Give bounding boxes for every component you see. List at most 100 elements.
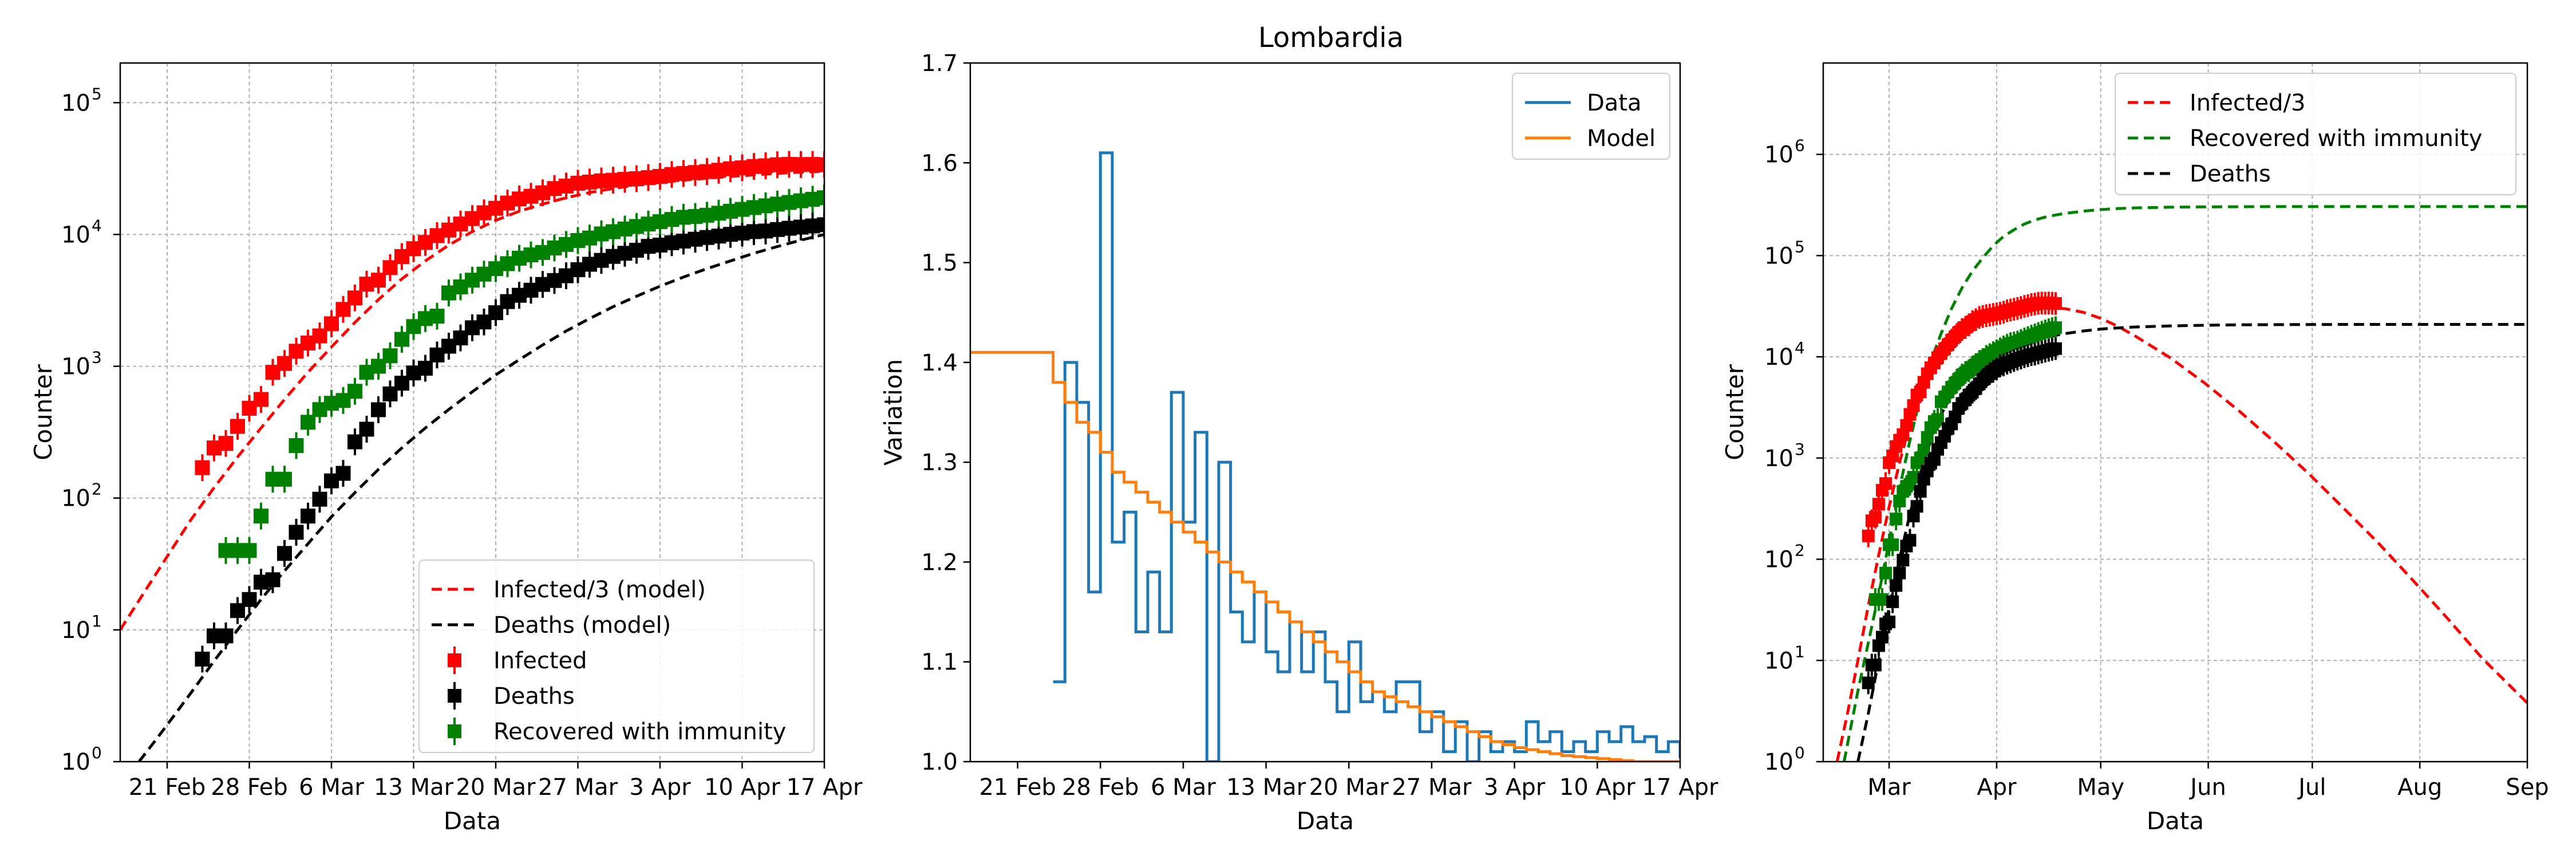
series-infected-point	[2049, 297, 2062, 310]
plot-area	[120, 151, 844, 762]
series-deaths-point	[829, 216, 844, 231]
y-tick-exponent: 5	[92, 84, 102, 103]
plot-area	[1835, 205, 2527, 762]
x-tick-label: Aug	[2397, 774, 2442, 801]
series-deaths-point	[1883, 616, 1896, 629]
y-tick-exponent: 3	[1795, 440, 1805, 459]
x-tick-label: Jun	[2188, 774, 2226, 801]
series-infected-point	[1879, 477, 1893, 490]
y-tick-label: 10	[61, 617, 90, 644]
axes-frame	[969, 62, 1681, 763]
x-tick-label: 10 Apr	[704, 774, 780, 801]
legend-label: Recovered with immunity	[493, 719, 786, 745]
y-tick-label: 10	[61, 90, 90, 116]
series-deaths-point	[2049, 342, 2062, 355]
series-deaths-point	[335, 466, 351, 481]
series-recovered-with-immunity-point	[1907, 471, 1920, 484]
y-tick-label: 10	[61, 354, 90, 380]
legend-label: Infected/3	[2190, 90, 2305, 116]
x-axis-label: Data	[1297, 807, 1354, 835]
y-tick-label: 10	[1764, 749, 1793, 775]
series-deaths-point	[289, 525, 304, 540]
y-tick-label: 1.7	[921, 50, 958, 77]
series-deaths-point	[347, 434, 362, 450]
y-tick-label: 10	[1764, 243, 1793, 269]
y-tick-label: 10	[1764, 648, 1793, 674]
y-tick-exponent: 4	[1795, 338, 1805, 357]
x-tick-label: 3 Apr	[1484, 774, 1546, 801]
x-tick-label: Jul	[2297, 774, 2326, 801]
x-tick-label: 28 Feb	[1062, 774, 1139, 801]
legend-label: Data	[1587, 90, 1642, 116]
series-deaths-point	[218, 628, 234, 644]
x-axis: 21 Feb 28 Feb 6 Mar 13 Mar 20 Mar 27 Mar 3 Apr…	[129, 762, 863, 801]
series-infected-3-model--line	[120, 170, 824, 631]
series-infected-point	[218, 436, 234, 451]
y-tick-exponent: 2	[1795, 541, 1805, 560]
legend-box	[2115, 73, 2516, 195]
x-tick-label: Mar	[1867, 774, 1911, 801]
x-tick-label: 21 Feb	[129, 774, 206, 801]
chart-title: Lombardia	[1258, 22, 1404, 54]
series-infected-point	[371, 273, 386, 288]
x-tick-label: 17 Apr	[1642, 774, 1718, 801]
series-recovered-with-immunity-point	[429, 309, 445, 324]
series-recovered-with-immunity-point	[382, 348, 398, 364]
y-tick-label: 10	[1764, 547, 1793, 573]
series-deaths-point	[301, 509, 315, 524]
y-tick-exponent: 3	[92, 348, 102, 367]
legend-box	[418, 559, 815, 753]
y-tick-label: 1.1	[921, 649, 958, 676]
y-axis-label: Counter	[1721, 364, 1749, 460]
y-tick-label: 10	[61, 222, 90, 248]
chart-panel-left: 21 Feb 28 Feb 6 Mar 13 Mar 20 Mar 27 Mar 3 Apr…	[29, 62, 863, 835]
series-deaths-point	[195, 651, 210, 667]
series-infected-point	[195, 460, 210, 475]
legend-label: Model	[1587, 125, 1656, 152]
x-tick-label: 6 Mar	[299, 774, 364, 801]
series-infected-point	[829, 157, 844, 172]
series-infected-point	[254, 392, 268, 407]
legend: Data Model	[1512, 73, 1670, 160]
series-recovered-with-immunity-point	[347, 384, 362, 399]
series-infected-3-line	[1835, 306, 2527, 762]
x-tick-label: 3 Apr	[629, 774, 691, 801]
x-tick-label: Apr	[1977, 774, 2017, 801]
y-tick-exponent: 2	[92, 480, 102, 499]
legend-marker	[448, 653, 461, 667]
legend-marker	[448, 724, 461, 738]
series-deaths-point	[1910, 500, 1923, 513]
x-tick-label: May	[2077, 774, 2124, 801]
x-axis-label: Data	[2147, 807, 2204, 835]
chart-panel-middle: Lombardia 21 Feb 28 Feb 6 Mar 13 Mar 20 Mar 2…	[879, 22, 1718, 835]
series-deaths-point	[242, 592, 257, 607]
y-axis-label: Counter	[29, 364, 57, 460]
x-tick-label: 17 Apr	[787, 774, 863, 801]
plot-area	[970, 151, 1680, 762]
legend: Infected/3 Recovered with immunity Deaths	[2115, 73, 2516, 195]
series-deaths-model--line	[137, 233, 824, 762]
series-infected-point	[230, 419, 245, 434]
series-recovered-with-immunity-point	[301, 415, 315, 430]
legend: Infected/3 (model) Deaths (model) Infected…	[418, 559, 815, 753]
y-tick-label: 1.0	[921, 749, 958, 775]
y-tick-label: 1.6	[921, 150, 958, 176]
series-recovered-with-immunity-point	[277, 471, 292, 487]
series-recovered-with-immunity-point	[394, 332, 409, 347]
x-tick-label: 21 Feb	[979, 774, 1056, 801]
x-axis: 21 Feb 28 Feb 6 Mar 13 Mar 20 Mar 27 Mar 3 Apr…	[979, 762, 1718, 801]
series-recovered-with-immunity-point	[2049, 321, 2062, 334]
x-tick-label: 13 Mar	[374, 774, 454, 801]
series-deaths-point	[1886, 595, 1899, 608]
series-deaths-point	[359, 421, 374, 437]
x-axis: Mar Apr May Jun Jul Aug Sep	[1867, 762, 2549, 801]
x-tick-label: 20 Mar	[456, 774, 536, 801]
series-deaths-point	[371, 402, 386, 417]
legend-label: Infected	[493, 648, 587, 674]
y-tick-exponent: 0	[1795, 743, 1805, 762]
y-tick-exponent: 6	[1795, 136, 1805, 155]
